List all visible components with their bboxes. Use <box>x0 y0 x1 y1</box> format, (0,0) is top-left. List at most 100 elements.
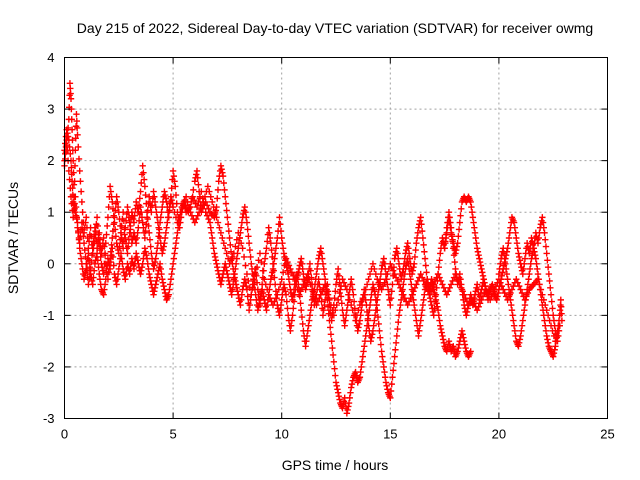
data-point <box>515 250 521 256</box>
data-point <box>150 188 156 194</box>
data-point <box>365 276 371 282</box>
data-point <box>468 204 474 210</box>
data-point <box>413 240 419 246</box>
data-point <box>412 312 418 318</box>
series-track-c <box>61 137 563 345</box>
data-point <box>73 111 79 117</box>
data-point <box>397 307 403 313</box>
data-point <box>280 245 286 251</box>
data-point <box>437 250 443 256</box>
data-point <box>168 271 174 277</box>
data-point <box>208 194 214 200</box>
data-point <box>473 235 479 241</box>
data-point <box>387 261 393 267</box>
data-point <box>417 218 423 224</box>
data-point <box>504 276 510 282</box>
data-point <box>543 333 549 339</box>
data-point <box>448 281 454 287</box>
data-point <box>349 381 355 387</box>
data-point <box>215 219 221 225</box>
data-point <box>373 271 379 277</box>
data-point <box>376 328 382 334</box>
data-point <box>124 204 130 210</box>
data-point <box>423 269 429 275</box>
y-tick-label: -3 <box>43 411 55 426</box>
data-point <box>475 249 481 255</box>
data-point <box>242 262 248 268</box>
data-point <box>546 278 552 284</box>
data-point <box>168 276 174 282</box>
data-point <box>381 364 387 370</box>
data-point <box>247 254 253 260</box>
data-point <box>153 281 159 287</box>
data-point <box>422 255 428 261</box>
data-point <box>543 250 549 256</box>
data-point <box>305 322 311 328</box>
data-point <box>104 223 110 229</box>
data-point <box>146 271 152 277</box>
data-point <box>213 257 219 263</box>
data-point <box>263 307 269 313</box>
data-point <box>404 302 410 308</box>
data-point <box>549 305 555 311</box>
data-point <box>396 312 402 318</box>
data-point <box>218 281 224 287</box>
data-point <box>96 271 102 277</box>
data-point <box>459 328 465 334</box>
data-point <box>334 386 340 392</box>
data-point <box>244 219 250 225</box>
data-point <box>547 285 553 291</box>
data-point <box>420 242 426 248</box>
data-point <box>347 395 353 401</box>
data-point <box>263 250 269 256</box>
data-point <box>172 245 178 251</box>
data-point <box>517 333 523 339</box>
data-point <box>535 271 541 277</box>
data-point <box>68 96 74 102</box>
data-point <box>189 212 195 218</box>
data-point <box>142 183 148 189</box>
data-point <box>348 276 354 282</box>
data-point <box>394 333 400 339</box>
data-point <box>533 255 539 261</box>
data-point <box>77 250 83 256</box>
data-point <box>328 331 334 337</box>
data-point <box>478 266 484 272</box>
data-point <box>474 307 480 313</box>
data-point <box>318 292 324 298</box>
data-point <box>545 264 551 270</box>
data-point <box>262 255 268 261</box>
x-axis-label: GPS time / hours <box>282 457 389 473</box>
data-point <box>359 359 365 365</box>
data-point <box>222 194 228 200</box>
data-point <box>145 266 151 272</box>
data-point <box>463 312 469 318</box>
data-point <box>320 266 326 272</box>
data-point <box>520 271 526 277</box>
x-tick-label: 15 <box>383 427 397 442</box>
data-point <box>331 365 337 371</box>
data-point <box>208 230 214 236</box>
data-point <box>480 276 486 282</box>
data-point <box>456 341 462 347</box>
data-point <box>195 182 201 188</box>
data-point <box>214 264 220 270</box>
data-point <box>205 183 211 189</box>
data-point <box>229 292 235 298</box>
data-point <box>137 195 143 201</box>
data-point <box>79 209 85 215</box>
data-point <box>361 292 367 298</box>
data-point <box>409 292 415 298</box>
data-point <box>418 312 424 318</box>
data-point <box>542 322 548 328</box>
data-point <box>166 286 172 292</box>
data-point <box>78 188 84 194</box>
y-tick-label: 4 <box>47 50 54 65</box>
data-point <box>133 240 139 246</box>
data-point <box>314 266 320 272</box>
data-point <box>522 302 528 308</box>
data-point <box>213 261 219 267</box>
data-point <box>418 271 424 277</box>
data-point <box>298 307 304 313</box>
data-point <box>441 285 447 291</box>
